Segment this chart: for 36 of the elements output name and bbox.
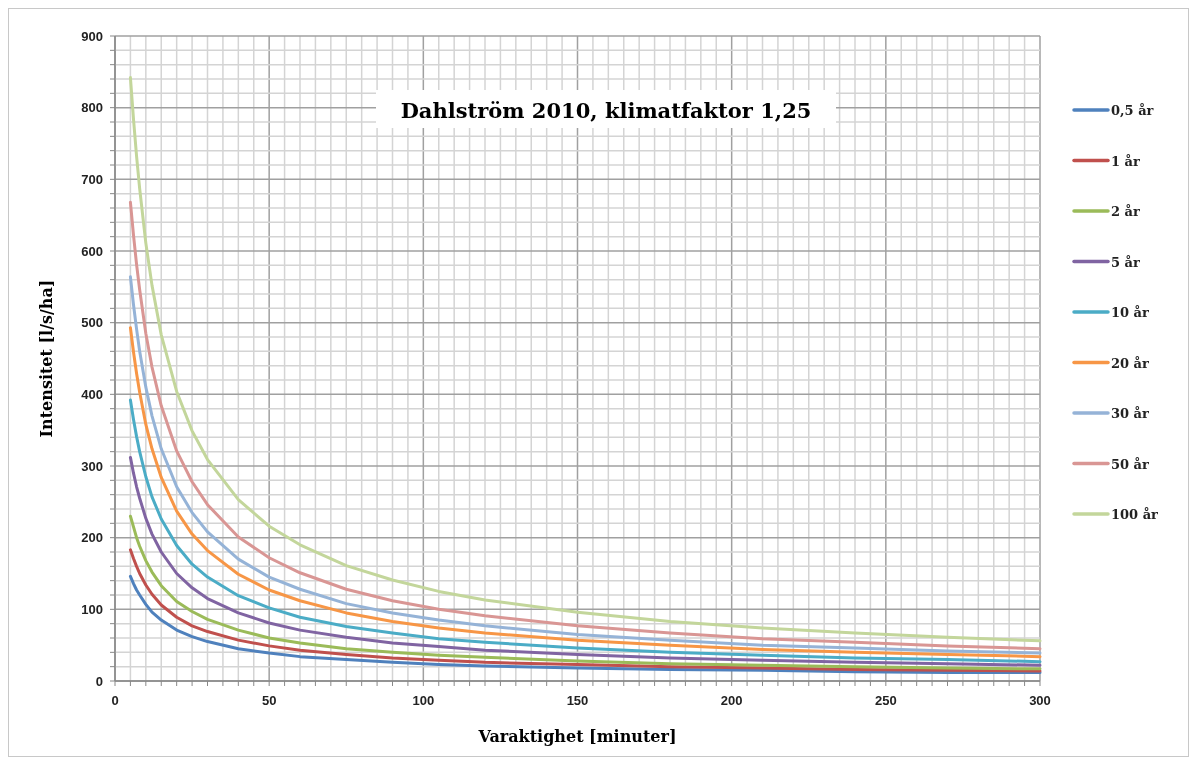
y-axis-title: Intensitet [l/s/ha] <box>37 279 56 438</box>
y-tick-label: 900 <box>81 28 103 44</box>
legend-label: 100 år <box>1111 507 1159 522</box>
legend-label: 0,5 år <box>1111 103 1154 118</box>
y-tick-label: 800 <box>81 100 103 116</box>
line-series <box>128 514 1042 671</box>
x-tick-label: 150 <box>566 693 589 708</box>
x-axis-title: Varaktighet [minuter] <box>477 727 677 746</box>
y-tick-label: 300 <box>81 458 103 474</box>
y-tick-label: 100 <box>81 601 103 617</box>
text: Dahlström 2010, klimatfaktor 1,25 <box>400 98 812 123</box>
line-series <box>128 398 1042 664</box>
line-series <box>128 200 1042 651</box>
legend-label: 1 år <box>1111 153 1140 169</box>
legend-label: 2 år <box>1111 204 1140 219</box>
line-series <box>128 76 1042 643</box>
x-tick-label: 250 <box>874 693 897 708</box>
legend-label: 5 år <box>1111 254 1140 270</box>
y-tick-label: 400 <box>81 386 103 402</box>
line-series <box>128 574 1042 674</box>
legend-label: 10 år <box>1111 305 1150 320</box>
legend-label: 20 år <box>1111 355 1150 371</box>
x-tick-label: 300 <box>1029 693 1051 708</box>
y-tick-label: 500 <box>81 315 103 331</box>
legend-label: 30 år <box>1111 406 1150 421</box>
legend-label: 50 år <box>1111 456 1150 472</box>
y-tick-label: 0 <box>95 673 103 689</box>
x-tick-label: 0 <box>111 693 119 708</box>
x-tick-label: 50 <box>261 693 277 708</box>
x-tick-label: 100 <box>412 693 435 708</box>
x-tick-label: 200 <box>720 693 743 708</box>
y-tick-label: 700 <box>81 171 103 187</box>
y-tick-label: 600 <box>81 243 103 259</box>
y-tick-label: 200 <box>81 530 103 546</box>
line-series <box>128 548 1042 673</box>
line-series <box>128 455 1042 667</box>
